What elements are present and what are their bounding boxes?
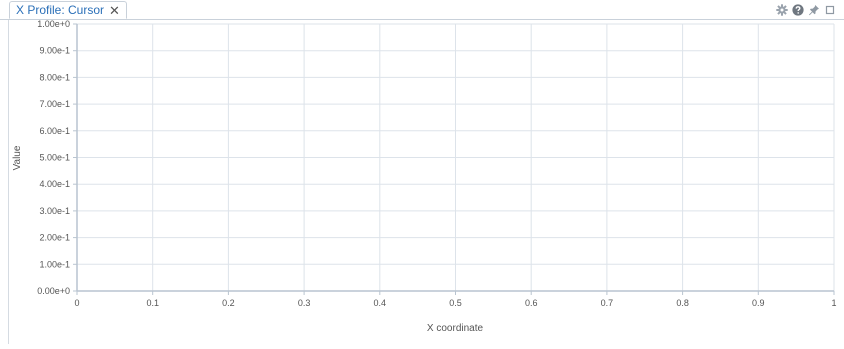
x-tick-label: 0.8 xyxy=(676,298,689,308)
close-icon[interactable]: ✕ xyxy=(109,2,120,18)
y-tick-label: 1.00e-1 xyxy=(39,259,70,269)
gear-icon[interactable] xyxy=(776,3,788,16)
y-tick-label: 5.00e-1 xyxy=(39,153,70,163)
help-icon[interactable] xyxy=(792,3,804,16)
y-tick-label: 6.00e-1 xyxy=(39,126,70,136)
y-tick-label: 1.00e+0 xyxy=(37,20,70,29)
x-tick-label: 0.6 xyxy=(525,298,538,308)
x-profile-chart[interactable]: 0.00e+0 1.00e-1 2.00e-1 3.00e-1 4.00e-1 5.00e… xyxy=(9,19,844,344)
x-tick-label: 0 xyxy=(74,298,79,308)
maximize-icon[interactable] xyxy=(824,4,836,16)
y-tick-label: 3.00e-1 xyxy=(39,206,70,216)
tab-bar: X Profile: Cursor ✕ xyxy=(0,0,844,20)
x-tick-label: 0.4 xyxy=(374,298,387,308)
tab-label: X Profile: Cursor xyxy=(16,3,105,17)
x-tick-label: 0.2 xyxy=(222,298,235,308)
x-tick-label: 1 xyxy=(831,298,836,308)
y-tick-label: 2.00e-1 xyxy=(39,233,70,243)
x-axis-label: X coordinate xyxy=(427,323,484,334)
y-tick-label: 8.00e-1 xyxy=(39,72,70,82)
y-axis-label: Value xyxy=(12,145,23,170)
profile-plot-area: 0.00e+0 1.00e-1 2.00e-1 3.00e-1 4.00e-1 5.00e… xyxy=(8,19,844,344)
x-tick-label: 0.1 xyxy=(146,298,159,308)
x-tick-label: 0.7 xyxy=(601,298,614,308)
x-tick-label: 0.9 xyxy=(752,298,765,308)
tab-x-profile-cursor[interactable]: X Profile: Cursor ✕ xyxy=(9,1,127,19)
x-tick-label: 0.5 xyxy=(449,298,462,308)
y-tick-label: 9.00e-1 xyxy=(39,46,70,56)
x-tick-label: 0.3 xyxy=(298,298,311,308)
panel-toolbar xyxy=(776,2,836,17)
y-tick-label: 4.00e-1 xyxy=(39,179,70,189)
y-tick-label: 7.00e-1 xyxy=(39,99,70,109)
pin-icon[interactable] xyxy=(808,4,820,16)
y-tick-label: 0.00e+0 xyxy=(37,286,70,296)
